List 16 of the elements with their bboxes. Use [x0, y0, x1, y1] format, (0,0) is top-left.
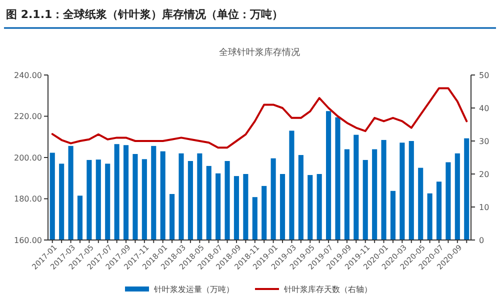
line-series	[51, 87, 468, 149]
legend-label: 针叶浆发运量（万吨）	[153, 284, 234, 294]
y2-tick-label: 50	[479, 70, 490, 80]
y2-tick-label: 20	[479, 170, 490, 179]
y-tick-label: 240.00	[14, 70, 42, 80]
chart-title: 图 2.1.1：全球纸浆（针叶浆）库存情况（单位：万吨）	[6, 8, 284, 21]
y2-tick-label: 30	[479, 136, 490, 146]
legend-label: 针叶浆库存天数（右轴）	[283, 284, 372, 294]
y2-tick-label: 10	[479, 202, 490, 212]
y-tick-label: 220.00	[14, 112, 42, 122]
y-tick-label: 180.00	[14, 194, 42, 204]
y-tick-label: 200.00	[14, 153, 42, 162]
y2-tick-label: 0	[479, 236, 484, 245]
chart-subtitle: 全球针叶浆库存情况	[219, 47, 300, 58]
y2-tick-label: 40	[479, 104, 490, 113]
y-tick-label: 160.00	[14, 236, 42, 245]
